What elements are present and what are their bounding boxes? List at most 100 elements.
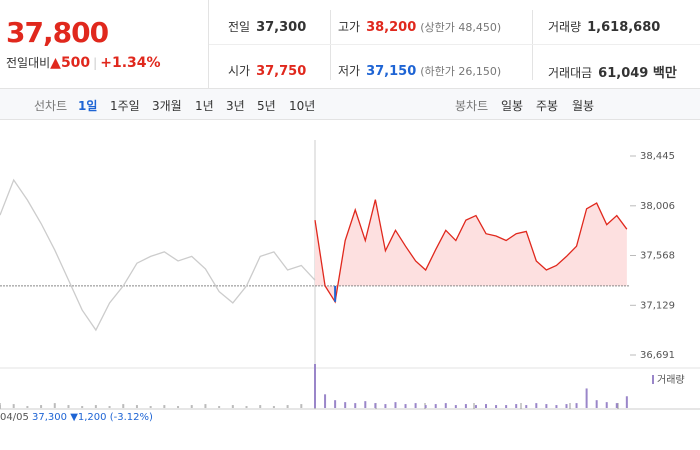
volume-bar — [444, 403, 447, 408]
volume-bar — [149, 406, 152, 408]
volume-bar — [605, 402, 608, 408]
volume-bar — [245, 406, 248, 408]
cell-label: 저가 — [338, 64, 361, 78]
volume-bar — [354, 403, 357, 408]
tab[interactable]: 일봉 — [501, 99, 524, 113]
y-tick-label: 36,691 — [640, 350, 675, 361]
volume-bar — [81, 406, 84, 408]
volume-bar — [585, 388, 588, 408]
y-tick-label: 37,568 — [640, 251, 675, 262]
price-box: 37,800 전일대비▲500 | +1.34% — [0, 0, 209, 88]
area-fill — [315, 199, 627, 302]
tab-group-label: 선차트 — [34, 99, 68, 113]
y-tick-label: 38,006 — [640, 201, 675, 212]
volume-bar — [108, 406, 111, 408]
info-cell: 시가 37,750 — [228, 62, 306, 79]
volume-bar — [231, 405, 234, 408]
cell-label: 거래량 — [548, 20, 582, 34]
cell-sub: (하한가 26,150) — [420, 65, 502, 78]
volume-bar — [515, 404, 518, 408]
volume-bar — [94, 405, 97, 408]
volume-bar — [67, 405, 70, 408]
volume-bar — [259, 405, 262, 408]
volume-bar — [394, 402, 397, 408]
volume-bar — [434, 404, 437, 408]
volume-bar — [40, 405, 43, 408]
cell-sub: (상한가 48,450) — [420, 21, 502, 34]
tab[interactable]: 3년 — [226, 99, 245, 113]
legend-label: 거래량 — [657, 374, 685, 386]
tab-group-label: 봉차트 — [455, 99, 489, 113]
volume-bar — [286, 405, 289, 408]
volume-bar — [53, 403, 56, 408]
info-cell: 고가 38,200 (상한가 48,450) — [338, 18, 501, 35]
volume-bar — [218, 406, 221, 408]
tab[interactable]: 1주일 — [110, 99, 140, 113]
change-label: 전일대비 — [6, 56, 51, 70]
cell-value: 1,618,680 — [587, 20, 661, 35]
volume-bar — [565, 404, 568, 408]
info-cell: 거래대금 61,049 백만 — [548, 62, 677, 81]
volume-bar — [344, 402, 347, 408]
volume-bar — [272, 406, 275, 408]
tab[interactable]: 1년 — [195, 99, 214, 113]
volume-bar — [334, 400, 337, 408]
volume-bar — [135, 405, 138, 408]
tab[interactable]: 1일 — [78, 99, 98, 113]
volume-bar — [204, 404, 207, 408]
volume-bar — [615, 403, 618, 408]
tab-bar: 선차트 1일 1주일 3개월 1년 3년 5년 10년 봉차트 일봉 주봉 월봉 — [0, 89, 700, 120]
volume-bar — [464, 404, 467, 408]
volume-bar — [374, 403, 377, 408]
previous-line — [0, 178, 316, 332]
legend-swatch — [652, 375, 654, 384]
volume-bar — [12, 404, 15, 408]
volume-bar — [414, 403, 417, 408]
volume-bar — [495, 405, 498, 408]
footer-pct: (-3.12%) — [109, 412, 153, 423]
volume-bar — [525, 405, 528, 408]
info-cell: 저가 37,150 (하한가 26,150) — [338, 62, 501, 79]
tab[interactable]: 3개월 — [152, 99, 182, 113]
volume-bar — [424, 405, 427, 408]
volume-bar — [535, 403, 538, 408]
volume-bar — [555, 405, 558, 408]
tab[interactable]: 주봉 — [536, 99, 559, 113]
footer: 04/05 37,300 ▼1,200 (-3.12%) — [0, 412, 153, 423]
current-price: 37,800 — [6, 16, 109, 49]
volume-bar — [364, 401, 367, 408]
tab[interactable]: 월봉 — [572, 99, 595, 113]
info-cell: 전일 37,300 — [228, 18, 306, 35]
summary: 37,800 전일대비▲500 | +1.34% 전일 37,300 고가 38,200(… — [0, 0, 700, 89]
volume-bar — [163, 405, 166, 408]
change: 전일대비▲500 | +1.34% — [6, 55, 161, 71]
cell-label: 고가 — [338, 20, 361, 34]
volume-bar — [314, 364, 316, 408]
volume-bar — [26, 406, 29, 408]
volume-bar — [454, 405, 457, 408]
cell-value: 37,150 — [366, 64, 417, 79]
volume-bar — [190, 405, 193, 408]
cell-label: 전일 — [228, 20, 251, 34]
volume-bar — [474, 405, 477, 408]
y-tick-label: 37,129 — [640, 300, 675, 311]
footer-close: 37,300 — [32, 412, 68, 423]
cell-label: 거래대금 — [548, 66, 593, 80]
today-line — [314, 199, 628, 304]
volume-bar — [545, 404, 548, 408]
volume-bar — [384, 404, 387, 408]
change-pct: +1.34% — [100, 55, 161, 71]
volume-bar — [575, 403, 578, 408]
y-tick-label: 38,445 — [640, 151, 675, 162]
tab[interactable]: 5년 — [257, 99, 276, 113]
volume-bar — [595, 400, 598, 408]
footer-date: 04/05 — [0, 412, 29, 423]
volume-bar — [404, 404, 407, 408]
volume-bar — [505, 405, 508, 408]
volume-bar — [300, 404, 303, 408]
change-value: ▲500 — [50, 55, 91, 71]
volume-bar — [0, 405, 1, 408]
volume-bar — [625, 396, 628, 408]
tab[interactable]: 10년 — [289, 99, 316, 113]
